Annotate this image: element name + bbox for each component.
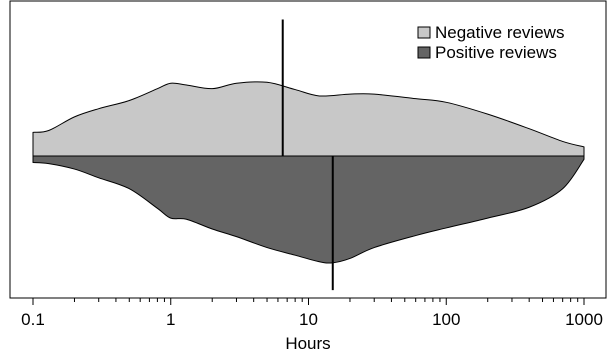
violin-layer (32, 19, 585, 291)
violin-positive (32, 155, 585, 264)
legend: Negative reviews Positive reviews (417, 23, 564, 62)
x-tick-label: 100 (432, 310, 460, 329)
x-tick-label: 1 (166, 310, 175, 329)
legend-label-negative: Negative reviews (435, 23, 564, 42)
x-tick-label: 1000 (565, 310, 603, 329)
x-tick-label: 0.1 (21, 310, 45, 329)
legend-label-positive: Positive reviews (435, 43, 557, 62)
legend-swatch-negative (417, 26, 431, 39)
violin-negative (32, 81, 585, 157)
x-axis-title: Hours (285, 334, 330, 353)
x-axis: 0.1 1 10 100 1000 (21, 298, 603, 329)
legend-swatch-positive (417, 46, 431, 59)
x-tick-label: 10 (299, 310, 318, 329)
